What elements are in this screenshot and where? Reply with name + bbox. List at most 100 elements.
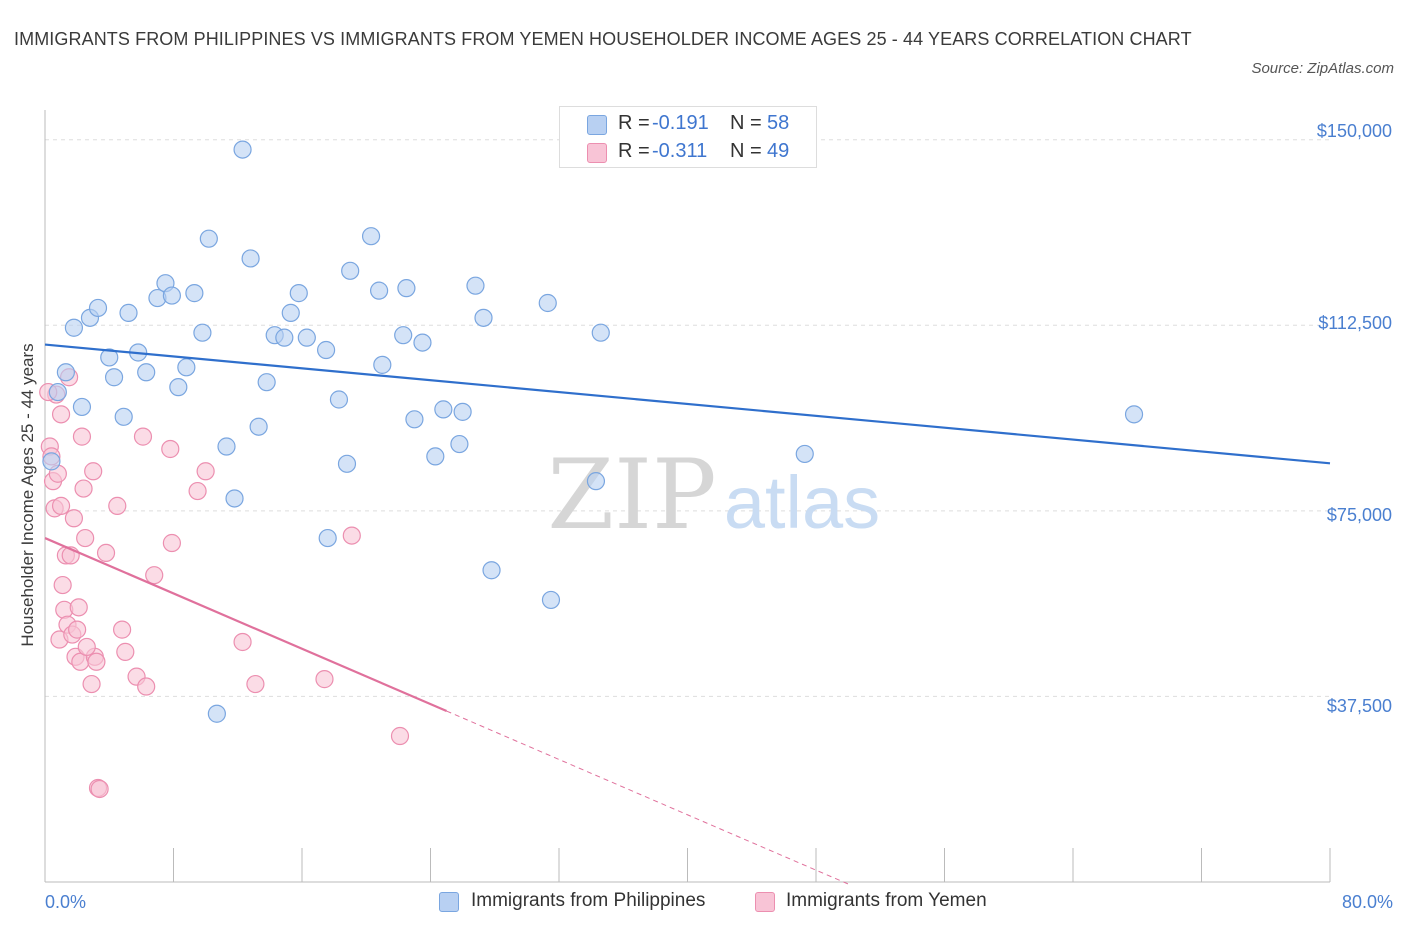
source-label: Source: ZipAtlas.com xyxy=(1251,60,1394,77)
trend-lines xyxy=(44,343,1331,885)
philippines-legend-label: Immigrants from Philippines xyxy=(471,890,706,911)
yemen-trend-extension xyxy=(446,710,849,885)
yemen-point xyxy=(76,528,95,548)
n-label: N = xyxy=(730,140,762,162)
philippines-point xyxy=(586,472,606,491)
philippines-point xyxy=(397,279,416,298)
yemen-point xyxy=(69,598,88,617)
philippines-point xyxy=(225,489,244,508)
n-label: N = xyxy=(730,112,762,134)
y-tick-label: $150,000 xyxy=(1316,121,1392,141)
philippines-point xyxy=(538,293,557,313)
philippines-point xyxy=(233,140,252,159)
philippines-point xyxy=(48,382,67,402)
y-axis-label: Householder Income Ages 25 - 44 years xyxy=(18,343,37,647)
philippines-point xyxy=(329,390,349,409)
philippines-point xyxy=(207,704,226,723)
r-value: -0.191 xyxy=(652,112,709,134)
yemen-point xyxy=(74,479,93,498)
philippines-point xyxy=(72,397,92,417)
yemen-point xyxy=(82,674,101,694)
yemen-point xyxy=(53,575,72,595)
philippines-point xyxy=(42,452,61,471)
watermark-zip: ZIP xyxy=(547,439,716,551)
philippines-point xyxy=(426,447,445,466)
yemen-point xyxy=(342,526,361,545)
yemen-point xyxy=(51,496,71,515)
stats-row-yemen: R = -0.311 N = 49 xyxy=(560,140,816,166)
philippines-point xyxy=(104,368,124,387)
yemen-point xyxy=(90,779,109,799)
philippines-point xyxy=(193,323,212,342)
yemen-point xyxy=(72,427,92,446)
philippines-point xyxy=(297,328,316,347)
yemen-point xyxy=(64,509,84,528)
philippines-point xyxy=(217,437,236,456)
philippines-point xyxy=(56,363,75,382)
yemen-trend-line xyxy=(44,537,447,713)
philippines-point xyxy=(453,402,472,421)
yemen-point xyxy=(246,674,265,694)
philippines-point xyxy=(318,528,337,548)
philippines-point xyxy=(413,333,432,352)
philippines-point xyxy=(474,308,493,327)
yemen-point xyxy=(96,543,116,563)
yemen-points xyxy=(39,368,410,799)
philippines-point xyxy=(289,284,308,303)
stats-legend: R = -0.191 N = 58 R = -0.311 N = 49 xyxy=(559,106,817,168)
y-tick-label: $75,000 xyxy=(1326,505,1392,525)
philippines-point xyxy=(591,323,610,342)
philippines-point xyxy=(394,326,413,345)
chart-title: IMMIGRANTS FROM PHILIPPINES VS IMMIGRANT… xyxy=(14,29,1192,49)
philippines-point xyxy=(541,590,561,610)
philippines-point xyxy=(169,378,188,397)
philippines-point xyxy=(249,417,268,436)
axes xyxy=(44,110,1331,883)
philippines-point xyxy=(434,400,453,419)
yemen-point xyxy=(233,632,252,652)
philippines-point xyxy=(450,434,469,454)
philippines-point xyxy=(199,229,218,248)
yemen-point xyxy=(77,637,96,657)
yemen-swatch xyxy=(587,143,607,163)
philippines-point xyxy=(316,340,336,360)
philippines-point xyxy=(114,407,133,426)
watermark-atlas: atlas xyxy=(724,461,880,544)
yemen-point xyxy=(145,566,164,585)
philippines-point xyxy=(361,227,381,246)
yemen-point xyxy=(315,670,334,689)
n-value: 49 xyxy=(767,140,790,162)
r-label: R = xyxy=(618,140,650,162)
x-tick-label-min: 0.0% xyxy=(45,892,87,912)
philippines-point xyxy=(370,281,389,300)
yemen-point xyxy=(133,427,153,446)
yemen-point xyxy=(51,405,71,424)
philippines-points xyxy=(42,140,1144,723)
yemen-point xyxy=(390,726,410,746)
philippines-swatch xyxy=(587,115,607,135)
yemen-point xyxy=(87,652,106,671)
n-value: 58 xyxy=(767,112,790,134)
y-tick-label: $112,500 xyxy=(1318,313,1392,333)
yemen-point xyxy=(196,462,215,481)
series-legend: Immigrants from Philippines Immigrants f… xyxy=(0,890,1406,916)
philippines-point xyxy=(482,561,501,580)
stats-row-philippines: R = -0.191 N = 58 xyxy=(560,112,816,138)
philippines-trend-line xyxy=(44,343,1331,465)
yemen-point xyxy=(68,620,87,639)
yemen-point xyxy=(188,481,207,501)
philippines-point xyxy=(405,410,424,429)
philippines-point xyxy=(337,454,357,473)
r-value: -0.311 xyxy=(652,140,708,162)
philippines-point xyxy=(88,298,108,318)
yemen-point xyxy=(108,496,127,515)
philippines-point xyxy=(241,249,260,268)
yemen-point xyxy=(161,439,180,459)
yemen-legend-swatch xyxy=(755,892,775,912)
yemen-point xyxy=(116,642,135,661)
yemen-point xyxy=(112,620,132,639)
philippines-point xyxy=(373,355,392,374)
philippines-point xyxy=(137,363,156,382)
yemen-legend-label: Immigrants from Yemen xyxy=(786,890,987,911)
